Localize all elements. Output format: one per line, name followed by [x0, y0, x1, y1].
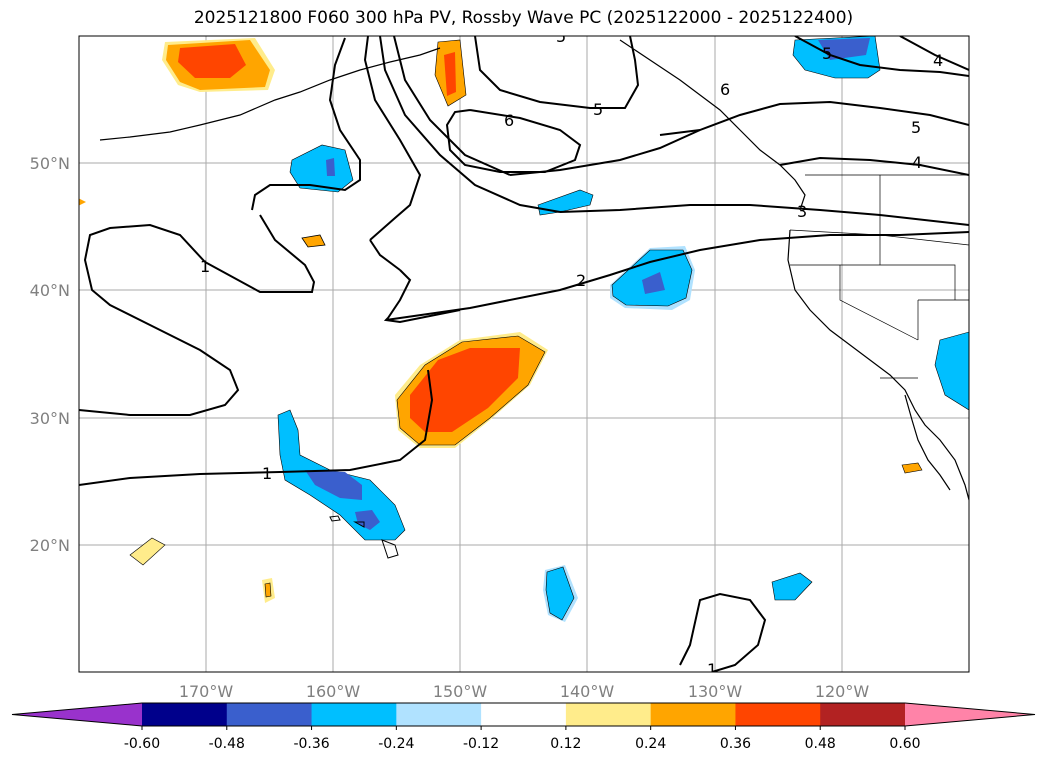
contour-labels: 1 1 1 2 3 4 4 5 5 5 5 6 6	[200, 27, 943, 679]
colorbar-bin	[481, 703, 567, 726]
map-title: 2025121800 F060 300 hPa PV, Rossby Wave …	[193, 8, 854, 28]
lon-tick-label: 160°W	[306, 682, 361, 701]
lat-tick-label: 20°N	[30, 536, 70, 555]
colorbar-tick-label: -0.24	[378, 736, 414, 752]
contour-label: 5	[822, 44, 832, 63]
lon-tick-label: 170°W	[179, 682, 234, 701]
colorbar-tick-label: 0.12	[550, 736, 581, 752]
colorbar-bin	[650, 703, 736, 726]
contour-label: 6	[720, 80, 730, 99]
colorbar-tick-label: 0.60	[889, 736, 920, 752]
political-borders	[789, 174, 969, 379]
contour-label: 5	[911, 118, 921, 137]
colorbar-tick-label: -0.48	[209, 736, 245, 752]
lon-tick-labels: 170°W 160°W 150°W 140°W 130°W 120°W	[179, 682, 870, 701]
lat-tick-labels: 50°N 40°N 30°N 20°N	[30, 154, 70, 555]
colorbar-tick-label: -0.12	[463, 736, 499, 752]
lat-tick-label: 50°N	[30, 154, 70, 173]
colorbar-bin	[142, 703, 228, 726]
colorbar-tick-label: -0.60	[124, 736, 160, 752]
pv-anomaly-shading	[79, 36, 969, 622]
contour-label: 4	[912, 153, 922, 172]
contour-label: 5	[556, 27, 566, 46]
lon-tick-label: 140°W	[560, 682, 615, 701]
contour-label: 1	[200, 257, 210, 276]
map-frame	[78, 35, 970, 673]
coastlines	[99, 39, 969, 559]
colorbar-tick-label: -0.36	[293, 736, 329, 752]
contour-label: 1	[262, 464, 272, 483]
colorbar-bin	[396, 703, 482, 726]
colorbar-extend-low	[12, 703, 142, 726]
colorbar-tick-label: 0.48	[805, 736, 836, 752]
contour-label: 4	[933, 51, 943, 70]
lat-tick-label: 30°N	[30, 409, 70, 428]
colorbar-bin	[565, 703, 652, 726]
colorbar-tick-label: 0.24	[635, 736, 666, 752]
colorbar-bin	[311, 703, 397, 726]
colorbar: -0.60 -0.48 -0.36 -0.24 -0.12 0.12 0.24 0.36 0.4…	[11, 702, 1036, 752]
lon-tick-label: 130°W	[688, 682, 743, 701]
colorbar-bin	[226, 703, 313, 726]
colorbar-bin	[820, 703, 906, 726]
lon-tick-label: 150°W	[433, 682, 488, 701]
contour-label: 2	[576, 271, 586, 290]
colorbar-tick-label: 0.36	[720, 736, 751, 752]
colorbar-extend-high	[905, 703, 1035, 726]
contour-label: 6	[504, 111, 514, 130]
contour-label: 1	[707, 660, 717, 679]
lon-tick-label: 120°W	[815, 682, 870, 701]
colorbar-bin	[735, 703, 821, 726]
pv-contours	[79, 36, 969, 672]
contour-label: 5	[593, 100, 603, 119]
lat-tick-label: 40°N	[30, 281, 70, 300]
contour-label: 3	[797, 202, 807, 221]
